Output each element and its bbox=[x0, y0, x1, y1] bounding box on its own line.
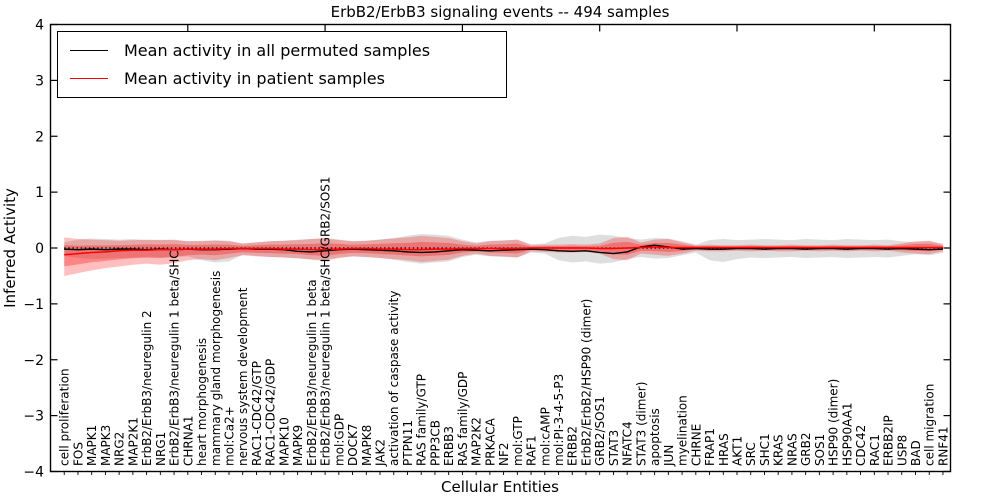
x-category-label: PRKACA bbox=[483, 417, 497, 466]
x-category-label: CHRNA1 bbox=[181, 415, 195, 466]
x-category-label: nervous system development bbox=[236, 287, 250, 466]
x-category-label: mammary gland morphogenesis bbox=[209, 271, 223, 466]
y-tick-label: 1 bbox=[35, 185, 44, 201]
x-category-label: cell migration bbox=[923, 384, 937, 466]
x-category-label: RNF41 bbox=[936, 427, 950, 467]
x-category-label: GRB2/SOS1 bbox=[593, 396, 607, 466]
x-category-label: ERBB3 bbox=[442, 426, 456, 466]
legend-item-patient: Mean activity in patient samples bbox=[58, 69, 506, 88]
x-category-label: MAPK3 bbox=[99, 425, 113, 466]
x-category-label: NF2 bbox=[497, 442, 511, 466]
x-category-label: MAPK1 bbox=[85, 425, 99, 466]
y-tick-label: −1 bbox=[23, 297, 44, 313]
x-category-label: BAD bbox=[909, 440, 923, 466]
legend-line-patient-icon bbox=[70, 78, 108, 79]
x-category-label: SHC1 bbox=[758, 433, 772, 466]
x-category-label: cell proliferation bbox=[58, 368, 72, 466]
x-category-label: SRC bbox=[744, 442, 758, 466]
x-category-label: USP8 bbox=[895, 435, 909, 466]
axes-frame bbox=[49, 23, 952, 473]
x-category-label: MAP2K2 bbox=[470, 417, 484, 466]
legend-item-permuted: Mean activity in all permuted samples bbox=[58, 41, 506, 60]
x-category-label: mol:cAMP bbox=[538, 407, 552, 466]
x-category-label: mol:PI-3-4-5-P3 bbox=[552, 374, 566, 466]
x-category-label: AKT1 bbox=[730, 436, 744, 466]
x-category-label: apoptosis bbox=[648, 408, 662, 466]
x-category-label: ErbB2/ErbB3/neuregulin 1 beta bbox=[305, 279, 319, 466]
legend-label-patient: Mean activity in patient samples bbox=[124, 69, 385, 88]
x-category-label: ErbB2/ErbB2/HSP90 (dimer) bbox=[579, 299, 593, 466]
x-category-label: ErbB2/ErbB3/neuregulin 1 beta/SHC bbox=[168, 250, 182, 466]
x-category-label: CDC42 bbox=[854, 425, 868, 466]
x-category-label: mol:Ca2+ bbox=[222, 406, 236, 466]
x-category-label: JUN bbox=[662, 445, 676, 467]
patient-mean-line bbox=[64, 246, 943, 256]
legend-label-permuted: Mean activity in all permuted samples bbox=[124, 41, 431, 60]
x-category-label: MAP2K1 bbox=[126, 417, 140, 466]
x-category-label: mol:GDP bbox=[332, 414, 346, 466]
x-category-label: HRAS bbox=[717, 433, 731, 466]
x-category-label: SOS1 bbox=[813, 434, 827, 466]
x-category-label: mol:GTP bbox=[511, 416, 525, 466]
x-category-label: FOS bbox=[71, 442, 85, 466]
legend: Mean activity in all permuted samples Me… bbox=[57, 31, 507, 98]
chart-title: ErbB2/ErbB3 signaling events -- 494 samp… bbox=[331, 3, 670, 21]
x-category-label: NRAS bbox=[785, 433, 799, 466]
y-tick-label: 3 bbox=[35, 73, 44, 89]
x-category-label: KRAS bbox=[772, 434, 786, 466]
y-tick-label: −3 bbox=[23, 409, 44, 425]
x-category-label: RAC1-CDC42/GDP bbox=[264, 359, 278, 466]
x-category-label: DOCK7 bbox=[346, 423, 360, 466]
y-tick-label: −2 bbox=[23, 353, 44, 369]
x-category-label: myelination bbox=[676, 395, 690, 466]
x-category-label: MAPK9 bbox=[291, 425, 305, 466]
x-category-label: STAT3 (dimer) bbox=[634, 382, 648, 466]
x-category-label: ERBB2IP bbox=[882, 415, 896, 466]
x-category-label: MAPK8 bbox=[360, 425, 374, 466]
x-category-label: ERBB2 bbox=[566, 426, 580, 466]
x-category-label: STAT3 bbox=[607, 430, 621, 466]
x-category-label: MAPK10 bbox=[277, 417, 291, 466]
x-category-label: ErbB2/ErbB3/neuregulin 1 beta/SHC/GRB2/S… bbox=[319, 176, 333, 466]
x-category-label: heart morphogenesis bbox=[195, 338, 209, 466]
x-category-label: ErbB2/ErbB3/neuregulin 2 bbox=[140, 310, 154, 466]
x-category-label: HSP90AA1 bbox=[840, 402, 854, 466]
patient-range-band-outer bbox=[64, 235, 943, 276]
x-category-label: PTPN11 bbox=[401, 420, 415, 466]
x-category-label: PPP3CB bbox=[428, 420, 442, 466]
x-category-label: RAC1-CDC42/GTP bbox=[250, 361, 264, 466]
x-category-label: NRG1 bbox=[154, 432, 168, 466]
x-category-label: RAS family/GTP bbox=[415, 374, 429, 466]
y-axis-label: Inferred Activity bbox=[1, 188, 19, 308]
x-category-label: FRAP1 bbox=[703, 428, 717, 466]
x-category-label: JAK2 bbox=[374, 439, 388, 467]
y-tick-label: 4 bbox=[35, 18, 44, 34]
x-category-label: NRG2 bbox=[113, 432, 127, 466]
legend-line-permuted-icon bbox=[70, 50, 108, 51]
x-category-label: RAC1 bbox=[868, 434, 882, 466]
y-tick-label: 0 bbox=[35, 241, 44, 257]
x-category-label: NFATC4 bbox=[621, 421, 635, 466]
x-category-label: GRB2 bbox=[799, 432, 813, 466]
x-category-label: HSP90 (dimer) bbox=[827, 379, 841, 466]
x-category-label: RAF1 bbox=[525, 435, 539, 466]
y-tick-label: −4 bbox=[23, 465, 44, 481]
x-category-label: RAS family/GDP bbox=[456, 372, 470, 466]
x-category-label: activation of caspase activity bbox=[387, 291, 401, 466]
x-category-label: CHRNE bbox=[689, 424, 703, 466]
x-axis-label: Cellular Entities bbox=[441, 478, 559, 496]
y-tick-label: 2 bbox=[35, 129, 44, 145]
